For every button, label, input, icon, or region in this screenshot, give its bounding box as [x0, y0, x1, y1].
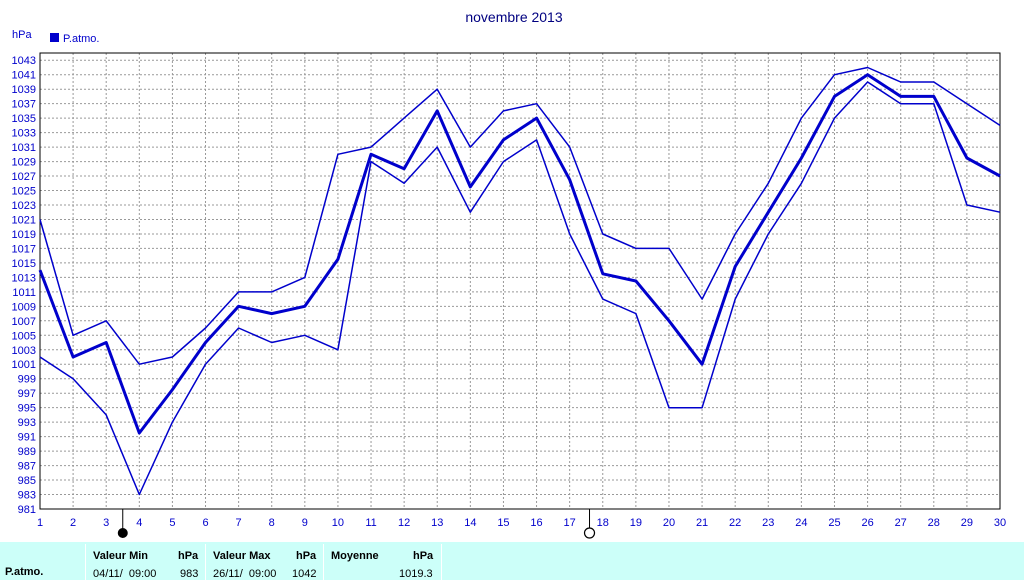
y-tick-label: 1037: [12, 99, 36, 111]
y-axis-unit: hPa: [12, 29, 32, 41]
min-cell: Valeur Min hPa 04/11/ 09:00 983: [85, 544, 206, 582]
y-tick-label: 999: [18, 374, 36, 386]
x-tick-label: 29: [961, 517, 973, 529]
y-tick-label: 1021: [12, 214, 36, 226]
average-unit: hPa: [413, 550, 434, 562]
y-tick-label: 1017: [12, 243, 36, 255]
average-cell: Moyenne hPa 1019.3: [323, 544, 442, 582]
y-tick-label: 1025: [12, 186, 36, 198]
y-tick-label: 1013: [12, 272, 36, 284]
y-tick-label: 1001: [12, 359, 36, 371]
y-tick-label: 1015: [12, 258, 36, 270]
average-value: 1019.3: [399, 568, 433, 580]
y-tick-label: 985: [18, 475, 36, 487]
y-tick-label: 1029: [12, 157, 36, 169]
x-tick-labels: 1 2 3 4 5 6 7 8 9 10 11 12 13 14 15 16 17 18 19 20 21 22 23 24 2…: [37, 517, 1006, 529]
chart-title: novembre 2013: [465, 9, 563, 25]
y-tick-label: 981: [18, 504, 36, 516]
y-tick-label: 983: [18, 490, 36, 502]
series-line-2: [38, 73, 1001, 435]
y-tick-label: 1033: [12, 128, 36, 140]
legend-swatch: [50, 33, 59, 42]
x-tick-label: 24: [795, 517, 807, 529]
y-tick-label: 1007: [12, 316, 36, 328]
x-tick-label: 11: [365, 517, 376, 529]
x-tick-label: 30: [994, 517, 1006, 529]
max-value: 1042: [292, 568, 317, 580]
min-date: 04/11/ 09:00: [93, 568, 157, 580]
legend-label: P.atmo.: [63, 33, 100, 45]
max-header: Valeur Max: [213, 550, 271, 562]
x-tick-label: 5: [169, 517, 175, 529]
x-tick-label: 3: [103, 517, 109, 529]
x-tick-label: 8: [269, 517, 275, 529]
x-tick-label: 16: [530, 517, 542, 529]
y-tick-labels: 981 983 985 987 989 991 993 995 997 999 1001 1003 10…: [12, 55, 36, 516]
y-tick-label: 1035: [12, 113, 36, 125]
x-tick-label: 12: [398, 517, 410, 529]
y-tick-label: 997: [18, 388, 36, 400]
min-unit: hPa: [178, 550, 199, 562]
full-moon-icon: [583, 527, 596, 539]
x-tick-label: 13: [431, 517, 443, 529]
y-tick-label: 991: [18, 432, 36, 444]
y-tick-label: 1003: [12, 345, 36, 357]
y-tick-label: 1039: [12, 84, 36, 96]
y-tick-label: 989: [18, 446, 36, 458]
x-tick-label: 10: [332, 517, 344, 529]
x-tick-label: 4: [136, 517, 142, 529]
x-tick-label: 9: [302, 517, 308, 529]
x-tick-label: 7: [236, 517, 242, 529]
moon-phase-markers: [117, 509, 596, 539]
x-tick-label: 27: [895, 517, 907, 529]
average-header: Moyenne: [331, 550, 379, 562]
new-moon-icon: [117, 528, 128, 538]
x-tick-label: 26: [861, 517, 873, 529]
min-value: 983: [180, 568, 199, 580]
x-tick-label: 2: [70, 517, 76, 529]
y-tick-label: 1009: [12, 301, 36, 313]
x-tick-label: 23: [762, 517, 774, 529]
plot-frame: [39, 52, 1001, 510]
x-tick-label: 15: [497, 517, 509, 529]
x-tick-label: 17: [564, 517, 576, 529]
x-tick-label: 28: [928, 517, 940, 529]
x-tick-label: 22: [729, 517, 741, 529]
max-date: 26/11/ 09:00: [213, 568, 277, 580]
max-cell: Valeur Max hPa 26/11/ 09:00 1042: [205, 544, 324, 582]
stat-row-label: P.atmo.: [5, 566, 44, 578]
x-tick-label: 20: [663, 517, 675, 529]
max-unit: hPa: [296, 550, 317, 562]
pressure-chart: 9819839859879899919939959979991001100310…: [12, 9, 1006, 539]
series-line-1: [39, 66, 1001, 365]
min-header: Valeur Min: [93, 550, 149, 562]
y-tick-label: 1019: [12, 229, 36, 241]
y-tick-label: 1043: [12, 55, 36, 67]
x-tick-label: 14: [464, 517, 476, 529]
series-line-3: [39, 81, 1001, 496]
x-tick-label: 6: [202, 517, 208, 529]
y-tick-label: 1031: [12, 142, 36, 154]
x-tick-label: 25: [828, 517, 840, 529]
y-tick-label: 1023: [12, 200, 36, 212]
y-tick-label: 1011: [12, 287, 36, 299]
statistics-panel: P.atmo. Valeur Min hPa 04/11/ 09:00 983 …: [0, 542, 1024, 582]
x-tick-label: 18: [597, 517, 609, 529]
x-tick-label: 19: [630, 517, 642, 529]
y-tick-label: 1041: [12, 70, 36, 82]
grid: [39, 52, 1001, 510]
series-lines: [38, 66, 1001, 496]
x-tick-label: 21: [696, 517, 708, 529]
y-tick-label: 987: [18, 461, 36, 473]
y-tick-label: 1027: [12, 171, 36, 183]
y-tick-label: 993: [18, 417, 36, 429]
y-tick-label: 1005: [12, 330, 36, 342]
x-tick-label: 1: [37, 517, 43, 529]
y-tick-label: 995: [18, 403, 36, 415]
